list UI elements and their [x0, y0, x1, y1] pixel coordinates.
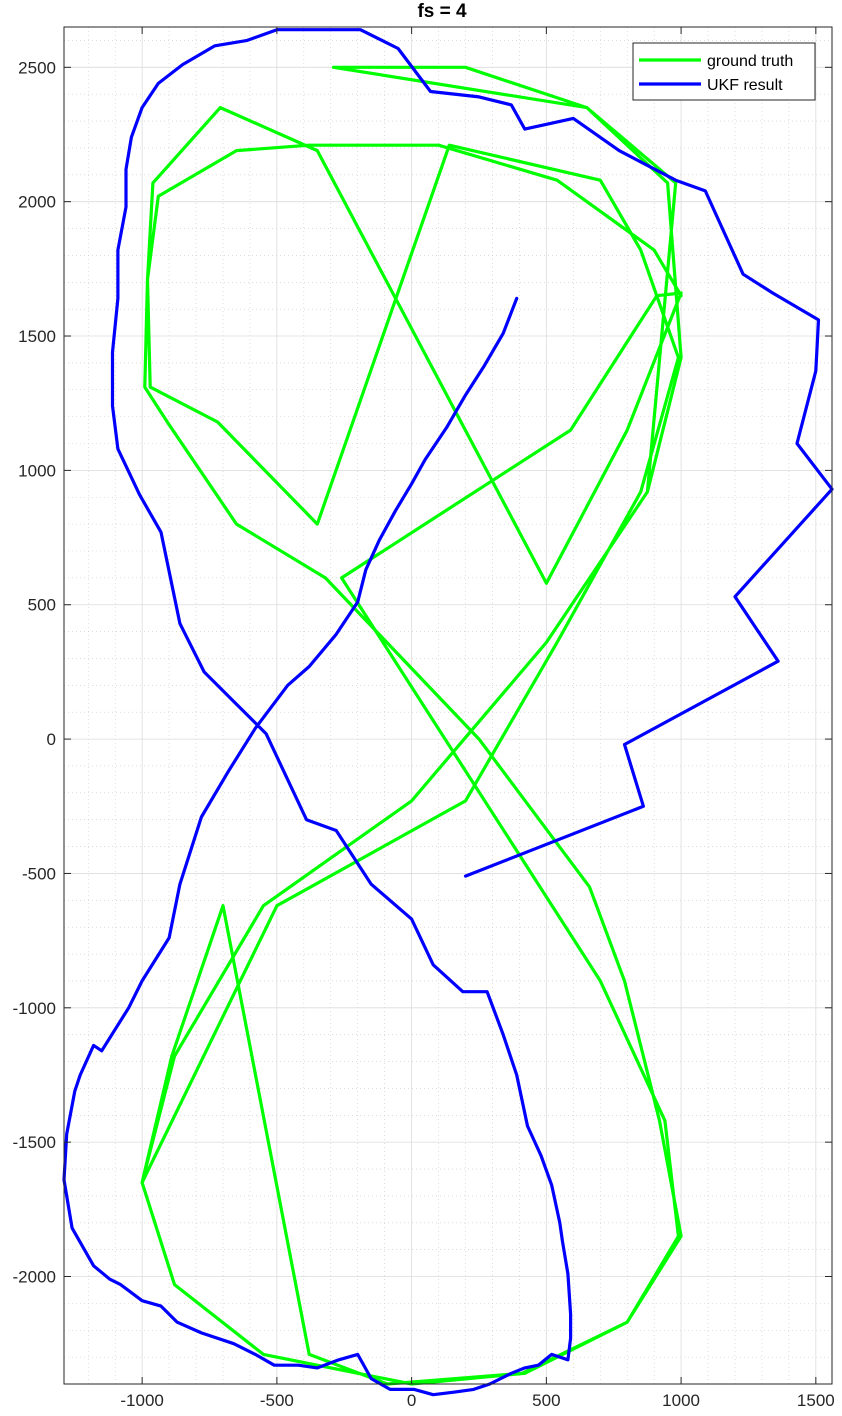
- legend-label-ukf-result: UKF result: [707, 77, 783, 94]
- tick-marks: [64, 27, 832, 1384]
- plot-frame: [63, 26, 833, 1385]
- series-line-ukf-result: [62, 28, 834, 1397]
- x-tick-label: 0: [407, 1391, 416, 1410]
- series-layer: [62, 28, 834, 1397]
- y-tick-label: -1000: [13, 999, 56, 1018]
- x-tick-label: -500: [260, 1391, 294, 1410]
- legend-label-ground-truth: ground truth: [707, 53, 793, 70]
- y-tick-label: 500: [28, 596, 56, 615]
- y-tick-label: 2000: [18, 193, 56, 212]
- series-line-ground-truth: [140, 65, 683, 1386]
- x-tick-label: -1000: [120, 1391, 163, 1410]
- x-tick-label: 500: [532, 1391, 560, 1410]
- x-tick-label: 1500: [797, 1391, 835, 1410]
- legend-box: [632, 42, 816, 101]
- y-tick-label: 0: [47, 730, 56, 749]
- x-tick-labels: -1000 -500 0 500 1000 1500: [120, 1391, 834, 1410]
- y-tick-label: 1000: [18, 461, 56, 480]
- y-tick-labels: -2000 -1500 -1000 -500 0 500 1000 1500 2000 2500: [13, 58, 56, 1286]
- y-tick-label: -1500: [13, 1133, 56, 1152]
- major-grid: [64, 27, 832, 1384]
- y-tick-label: -500: [22, 864, 56, 883]
- legend: ground truth UKF result: [632, 42, 816, 101]
- x-tick-label: 1000: [662, 1391, 700, 1410]
- y-tick-label: 2500: [18, 58, 56, 77]
- chart-title: fs = 4: [417, 1, 467, 22]
- y-tick-label: 1500: [18, 327, 56, 346]
- y-tick-label: -2000: [13, 1268, 56, 1287]
